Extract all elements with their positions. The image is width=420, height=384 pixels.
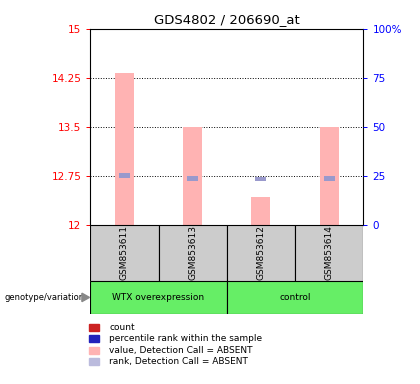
Text: value, Detection Call = ABSENT: value, Detection Call = ABSENT xyxy=(109,346,253,355)
Text: GSM853612: GSM853612 xyxy=(257,225,265,280)
Bar xyxy=(227,225,295,281)
Text: GDS4802 / 206690_at: GDS4802 / 206690_at xyxy=(154,13,300,26)
Bar xyxy=(295,225,363,281)
Text: rank, Detection Call = ABSENT: rank, Detection Call = ABSENT xyxy=(109,357,248,366)
Bar xyxy=(251,197,270,225)
Bar xyxy=(90,281,227,314)
Bar xyxy=(187,176,198,180)
Bar xyxy=(324,176,335,180)
Text: count: count xyxy=(109,323,135,332)
Bar xyxy=(90,225,159,281)
Bar xyxy=(227,281,363,314)
Text: GSM853613: GSM853613 xyxy=(188,225,197,280)
Bar xyxy=(159,225,227,281)
Text: GSM853614: GSM853614 xyxy=(325,225,333,280)
Text: percentile rank within the sample: percentile rank within the sample xyxy=(109,334,262,343)
Bar xyxy=(320,127,339,225)
Bar xyxy=(119,174,130,178)
Text: genotype/variation: genotype/variation xyxy=(4,293,84,302)
Text: control: control xyxy=(279,293,311,302)
Bar xyxy=(115,73,134,225)
Text: GSM853611: GSM853611 xyxy=(120,225,129,280)
Bar xyxy=(183,127,202,225)
Bar xyxy=(255,177,266,181)
Text: WTX overexpression: WTX overexpression xyxy=(113,293,205,302)
